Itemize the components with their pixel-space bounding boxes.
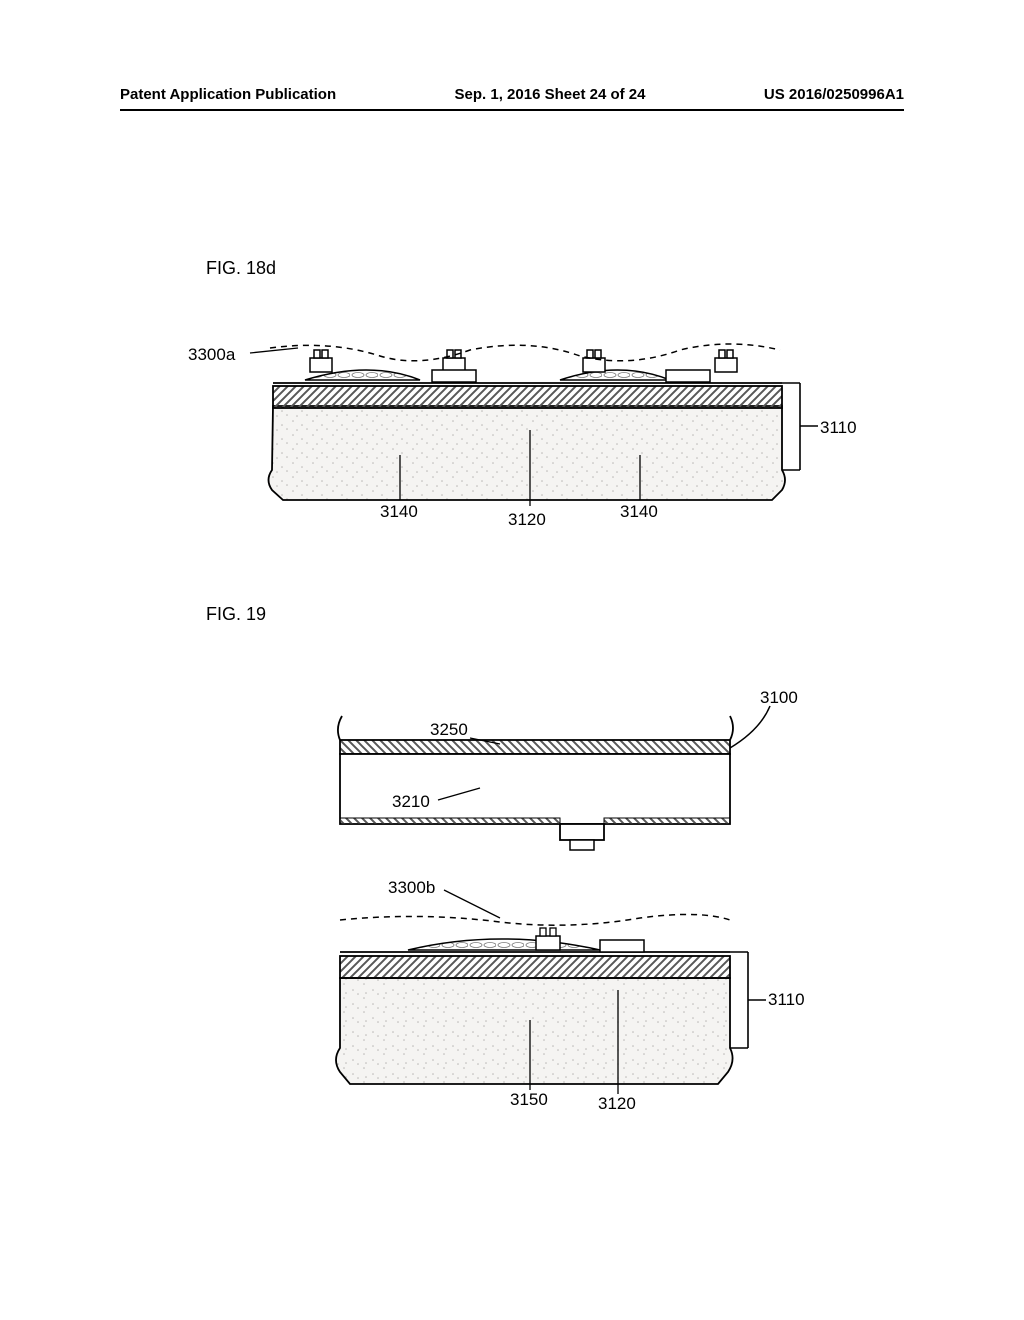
ref-3140-left: 3140 [380,502,418,522]
header-left: Patent Application Publication [120,86,336,103]
ref-3250: 3250 [430,720,468,740]
figure-18d: 3300a 3110 3140 3120 3140 [210,320,840,510]
page: Patent Application Publication Sep. 1, 2… [0,0,1024,1320]
ref-3300b: 3300b [388,878,435,898]
page-header: Patent Application Publication Sep. 1, 2… [120,86,904,111]
header-right: US 2016/0250996A1 [764,86,904,103]
header-center: Sep. 1, 2016 Sheet 24 of 24 [455,86,646,103]
ref-3150: 3150 [510,1090,548,1110]
ref-3110-a: 3110 [820,418,857,438]
ref-3110-b: 3110 [768,990,805,1010]
ref-3120-a: 3120 [508,510,546,530]
figure-19: 3100 3250 3210 3300b 3110 3150 3120 [300,660,820,1100]
ref-3140-right: 3140 [620,502,658,522]
ref-3100: 3100 [760,688,798,708]
ref-3210: 3210 [392,792,430,812]
fig-18d-label: FIG. 18d [206,258,276,279]
fig-19-label: FIG. 19 [206,604,266,625]
ref-3300a: 3300a [188,345,235,365]
ref-3120-b: 3120 [598,1094,636,1114]
figure-18d-svg [210,320,840,510]
figure-19-svg [300,660,820,1100]
